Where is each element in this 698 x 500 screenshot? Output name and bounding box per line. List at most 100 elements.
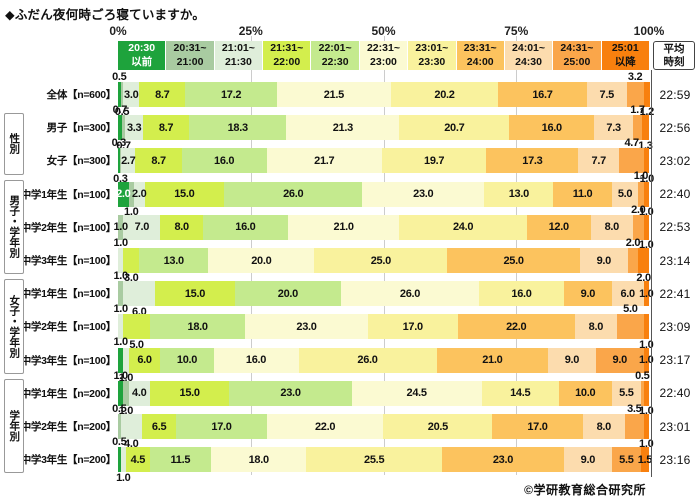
segment-value: 16.7 (532, 88, 553, 101)
bar-segment: 10.0 (160, 347, 214, 373)
bar-segment: 21.0 (436, 347, 549, 373)
bar-segment: 6.0 (123, 281, 156, 318)
segment-value: 1.5 (637, 453, 653, 466)
legend-item: 25:01 以降 (601, 41, 649, 70)
group-label-box: 学年別 (4, 378, 24, 474)
segment-value: 18.0 (187, 320, 209, 333)
bar-segment: 1.0 (639, 214, 654, 251)
segment-value: 22.0 (506, 320, 527, 333)
segment-value: 10.0 (176, 354, 198, 367)
stacked-bar: 1.0 5.0 18.0 23.0 17.0 22.0 8.0 5.0 1.0 (113, 303, 653, 351)
segment-value: 8.7 (155, 88, 170, 101)
segment-value: 1.0 (639, 354, 654, 367)
segment-value: 1.0 (113, 369, 128, 382)
legend-item: 20:30 以前 (118, 41, 167, 70)
bar-segment: 12.0 (526, 214, 591, 240)
segment-value: 9.0 (564, 354, 580, 367)
legend-item-line1: 20:31~ (173, 42, 207, 55)
segment-value: 8.7 (151, 154, 166, 167)
bar-segment: 22.0 (457, 314, 575, 340)
segment-value: 4.0 (132, 387, 147, 400)
legend-item-line1: 24:31~ (560, 42, 594, 55)
legend-item: 21:31~ 22:00 (263, 41, 312, 70)
segment-value: 8.0 (596, 420, 612, 433)
bar-segment: 8.7 (135, 148, 182, 174)
chart-row: 中学1年生【n=100】 2.0 1.0 2.0 15.0 26.0 23.0 13.0 11.… (0, 170, 698, 218)
legend-item-line2: 25:00 (563, 55, 591, 68)
bar-segment: 23.0 (441, 447, 564, 473)
bar-segment: 8.0 (590, 214, 633, 240)
footer-credit: ©学研教育総合研究所 (524, 483, 646, 497)
legend-item: 21:01~ 21:30 (214, 41, 264, 70)
segment-value: 18.0 (248, 453, 270, 466)
segment-value: 14.5 (510, 387, 531, 400)
legend: 20:30 以前 20:31~ 21:00 21:01~ 21:30 21:31~ 22:00… (118, 41, 649, 70)
segment-value: 2.7 (121, 154, 136, 167)
bar-segment: 5.5 (611, 447, 641, 473)
bar-segment: 22.0 (266, 414, 384, 440)
average-time-value: 23:17 (659, 353, 691, 368)
row-label: 中学2年生【n=100】 (20, 321, 117, 334)
bar-segment: 7.3 (594, 115, 633, 141)
segment-value: 4.7 (624, 137, 639, 150)
bar-segment: 17.2 (185, 82, 277, 108)
legend-item-line2: 以降 (614, 55, 636, 68)
segment-value: 16.0 (511, 287, 532, 300)
segment-value: 13.0 (508, 188, 530, 201)
bar-segment: 24.0 (399, 214, 527, 240)
bar-segment: 1.7 (630, 104, 645, 141)
segment-value: 17.0 (527, 420, 548, 433)
segment-value: 0.7 (112, 104, 128, 117)
axis-tick: 0% (109, 24, 127, 38)
legend-item: 23:31~ 24:00 (456, 41, 505, 70)
bar-segment: 0.5 (635, 370, 650, 406)
average-column-separator (651, 70, 652, 477)
segment-value: 1.0 (116, 471, 131, 484)
bar-segment: 3.0 (123, 82, 140, 108)
bar-segment: 20.7 (399, 115, 510, 141)
segment-value: 0.5 (112, 402, 127, 415)
row-label: 中学2年生【n=100】 (20, 221, 117, 234)
stacked-bar: 1.0 3.0 13.0 20.0 25.0 25.0 9.0 2.0 2.0 (113, 237, 651, 285)
bar-segment: 17.0 (176, 414, 267, 440)
average-time-value: 22:56 (659, 120, 691, 135)
stacked-bar: 0.5 1.0 4.5 11.5 18.0 25.5 23.0 9.0 5.5 1.5 (112, 436, 653, 484)
axis-tick: 75% (504, 24, 529, 38)
legend-item-line1: 21:01~ (221, 42, 255, 55)
bar-segment: 11.5 (149, 447, 211, 473)
bar-segment: 7.7 (578, 148, 620, 174)
segment-value: 25.0 (370, 254, 392, 267)
bar-segment: 8.7 (142, 115, 190, 141)
stacked-bar: 1.0 1.0 4.0 15.0 23.0 24.5 14.5 10.0 5.5 0.5 1.0 (113, 370, 653, 418)
legend-item-line1: 22:01~ (318, 42, 352, 55)
stacked-bar: 1.0 6.0 15.0 20.0 26.0 16.0 9.0 6.0 1.0 (113, 270, 653, 318)
bar-segment: 0.3 (112, 137, 126, 174)
segment-value: 0.5 (635, 369, 650, 382)
segment-value: 13.0 (163, 254, 185, 267)
segment-value: 9.0 (580, 287, 596, 300)
bar-segment: 1.0 (113, 370, 128, 406)
legend-item-line1: 22:31~ (366, 42, 400, 55)
row-label: 中学3年生【n=200】 (20, 454, 117, 467)
stacked-bar: 0.5 4.0 6.5 17.0 22.0 20.5 17.0 8.0 3.5 1.0 (112, 403, 654, 451)
segment-value: 21.0 (482, 354, 503, 367)
segment-value: 3.3 (126, 121, 142, 134)
legend-item-line2: 22:00 (273, 55, 301, 68)
row-label: 中学3年生【n=100】 (20, 255, 117, 268)
legend-item: 24:31~ 25:00 (553, 41, 602, 70)
legend-item: 20:31~ 21:00 (166, 41, 215, 70)
chart-row: 中学2年生【n=100】 1.0 5.0 18.0 23.0 17.0 22.0 8.0 5.0… (0, 303, 698, 351)
segment-value: 8.0 (588, 320, 604, 333)
bar-segment: 4.7 (619, 137, 645, 174)
legend-item-line2: 23:30 (418, 55, 446, 68)
bar-segment: 5.0 (617, 303, 644, 340)
segment-value: 7.0 (134, 221, 150, 234)
bar-segment: 1.5 (637, 447, 653, 473)
segment-value: 1.0 (113, 336, 128, 349)
legend-item-line2: 21:30 (224, 55, 252, 68)
legend-item-line2: 24:30 (515, 55, 542, 68)
segment-value: 5.5 (619, 387, 634, 400)
segment-value: 0.3 (111, 137, 127, 150)
legend-item-line2: 22:30 (321, 55, 349, 68)
